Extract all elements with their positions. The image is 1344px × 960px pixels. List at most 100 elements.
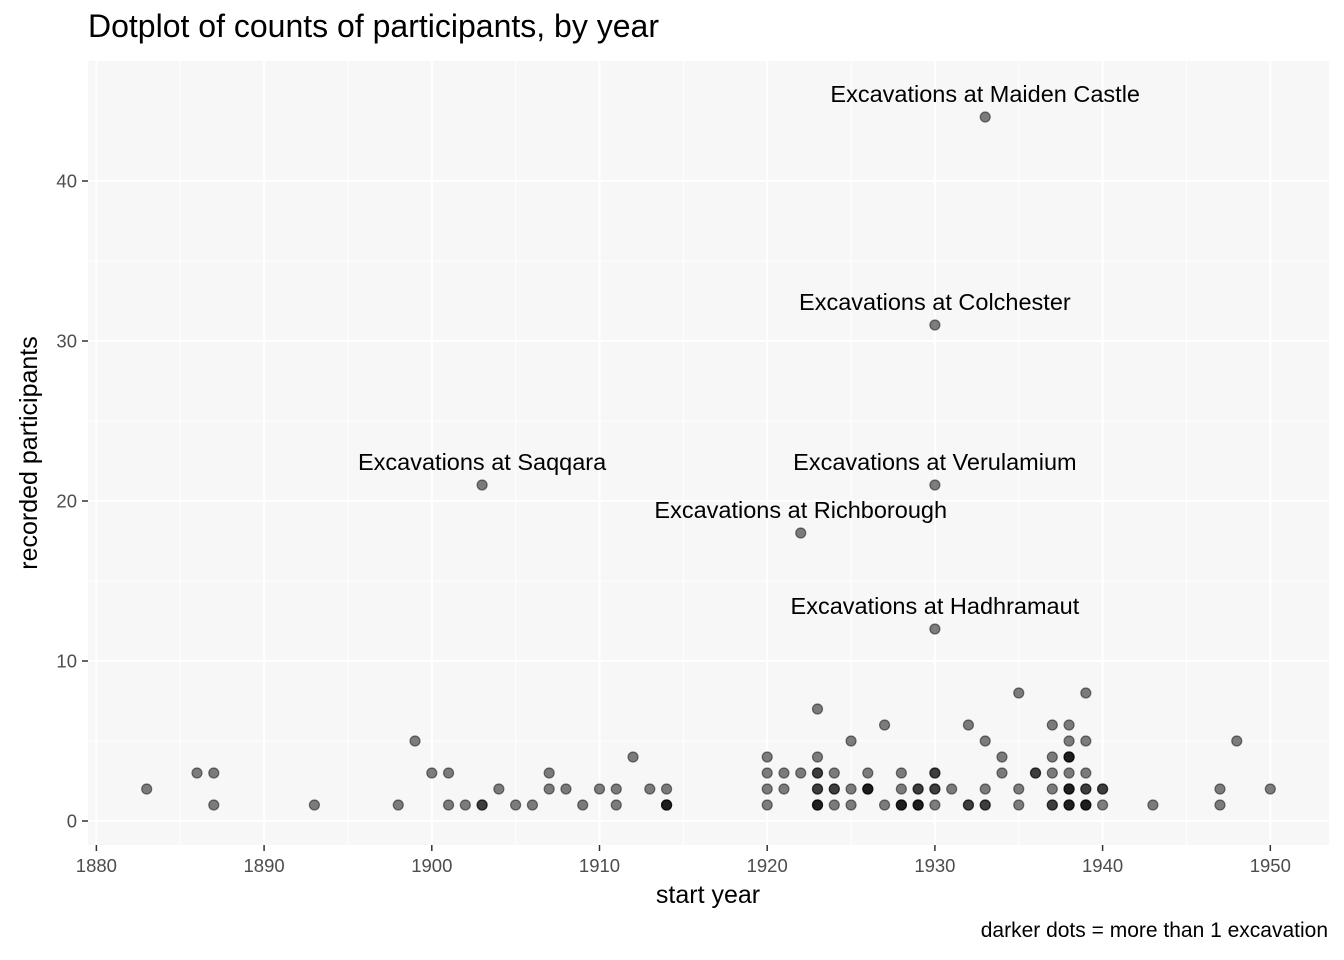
data-point <box>761 767 773 779</box>
data-point-dot <box>929 783 941 795</box>
data-point-dot <box>929 767 941 779</box>
data-point <box>526 799 539 811</box>
data-point-dot <box>912 799 924 811</box>
chart-title: Dotplot of counts of participants, by ye… <box>88 8 659 44</box>
data-point-dot <box>1080 783 1092 795</box>
data-point <box>878 799 891 811</box>
data-point-dot <box>878 799 891 811</box>
data-point-dot <box>761 751 773 763</box>
data-point <box>577 799 589 811</box>
data-point-dot <box>895 767 907 779</box>
data-point-dot <box>1080 687 1092 699</box>
data-point-dot <box>946 783 958 795</box>
data-point-dot <box>929 319 941 331</box>
data-point-dot <box>459 799 471 811</box>
data-point <box>811 783 824 795</box>
annotation-label: Excavations at Hadhramaut <box>791 593 1080 619</box>
y-axis-title: recorded participants <box>15 336 43 569</box>
data-point-dot <box>409 735 421 747</box>
data-point <box>627 751 639 763</box>
x-tick-label: 1890 <box>244 855 285 876</box>
data-point <box>1046 783 1058 795</box>
data-point-dot <box>878 719 891 731</box>
data-point <box>141 783 153 795</box>
data-point-dot <box>476 799 488 811</box>
data-point-dot <box>1046 751 1058 763</box>
data-point-dot <box>1063 767 1075 779</box>
data-point <box>1080 767 1092 779</box>
data-point <box>828 799 840 811</box>
data-point <box>1080 687 1092 699</box>
data-point <box>828 767 840 779</box>
data-point <box>1080 783 1092 795</box>
data-point-dot <box>644 783 656 795</box>
data-point-dot <box>962 799 975 811</box>
data-point-dot <box>811 703 824 715</box>
data-point <box>442 799 455 811</box>
data-point <box>1046 719 1058 731</box>
data-point <box>895 767 907 779</box>
data-point-dot <box>1063 719 1075 731</box>
data-point-dot <box>1046 719 1058 731</box>
data-point-dot <box>828 767 840 779</box>
data-point-dot <box>526 799 539 811</box>
data-point <box>1097 799 1109 811</box>
annotation-label: Excavations at Verulamium <box>793 449 1076 475</box>
data-point <box>191 767 203 779</box>
data-point-dot <box>308 799 320 811</box>
data-point <box>208 799 220 811</box>
data-point-dot <box>895 783 907 795</box>
data-point <box>811 703 824 715</box>
data-point-dot <box>761 767 773 779</box>
data-point <box>644 783 656 795</box>
data-point <box>1063 767 1075 779</box>
data-point-dot <box>929 479 941 491</box>
data-point-dot <box>1063 799 1075 811</box>
data-point <box>778 783 790 795</box>
x-axis-ticks: 1880 1890 1900 1910 1920 1930 1940 1950 <box>76 845 1291 876</box>
x-tick-label: 1910 <box>579 855 620 876</box>
data-point-dot <box>493 783 505 795</box>
data-point-dot <box>811 799 824 811</box>
data-point <box>929 767 941 779</box>
data-point-dot <box>577 799 589 811</box>
y-tick-label: 30 <box>56 331 77 352</box>
data-point-dot <box>1063 735 1075 747</box>
data-point-dot <box>543 767 555 779</box>
data-point <box>1214 783 1226 795</box>
x-axis-title: start year <box>656 881 760 909</box>
data-point <box>761 783 773 795</box>
x-tick-label: 1920 <box>747 855 788 876</box>
data-point <box>543 783 555 795</box>
data-points <box>141 111 1276 811</box>
data-point <box>510 799 522 811</box>
data-point <box>543 767 555 779</box>
data-point-dot <box>426 767 438 779</box>
data-point-dot <box>1097 799 1109 811</box>
data-point-dot <box>1063 751 1075 763</box>
data-point <box>795 527 807 539</box>
data-point <box>929 319 941 331</box>
data-point-dot <box>979 783 991 795</box>
data-point <box>1013 783 1025 795</box>
data-point-dot <box>1080 735 1092 747</box>
x-tick-label: 1880 <box>76 855 117 876</box>
data-point-dot <box>761 783 773 795</box>
data-point <box>996 751 1008 763</box>
annotation-labels: Excavations at Maiden Castle Excavations … <box>358 81 1140 619</box>
data-point <box>1063 751 1075 763</box>
data-point <box>660 799 673 811</box>
data-point <box>795 767 807 779</box>
data-point-dot <box>778 767 790 779</box>
data-point <box>560 783 572 795</box>
data-point-dot <box>191 767 203 779</box>
plot-panel <box>88 61 1329 845</box>
data-point-dot <box>208 799 220 811</box>
data-point <box>912 783 924 795</box>
data-point <box>929 479 941 491</box>
data-point <box>979 799 991 811</box>
data-point <box>392 799 404 811</box>
data-point <box>845 735 857 747</box>
data-point-dot <box>442 767 455 779</box>
data-point-dot <box>811 767 824 779</box>
